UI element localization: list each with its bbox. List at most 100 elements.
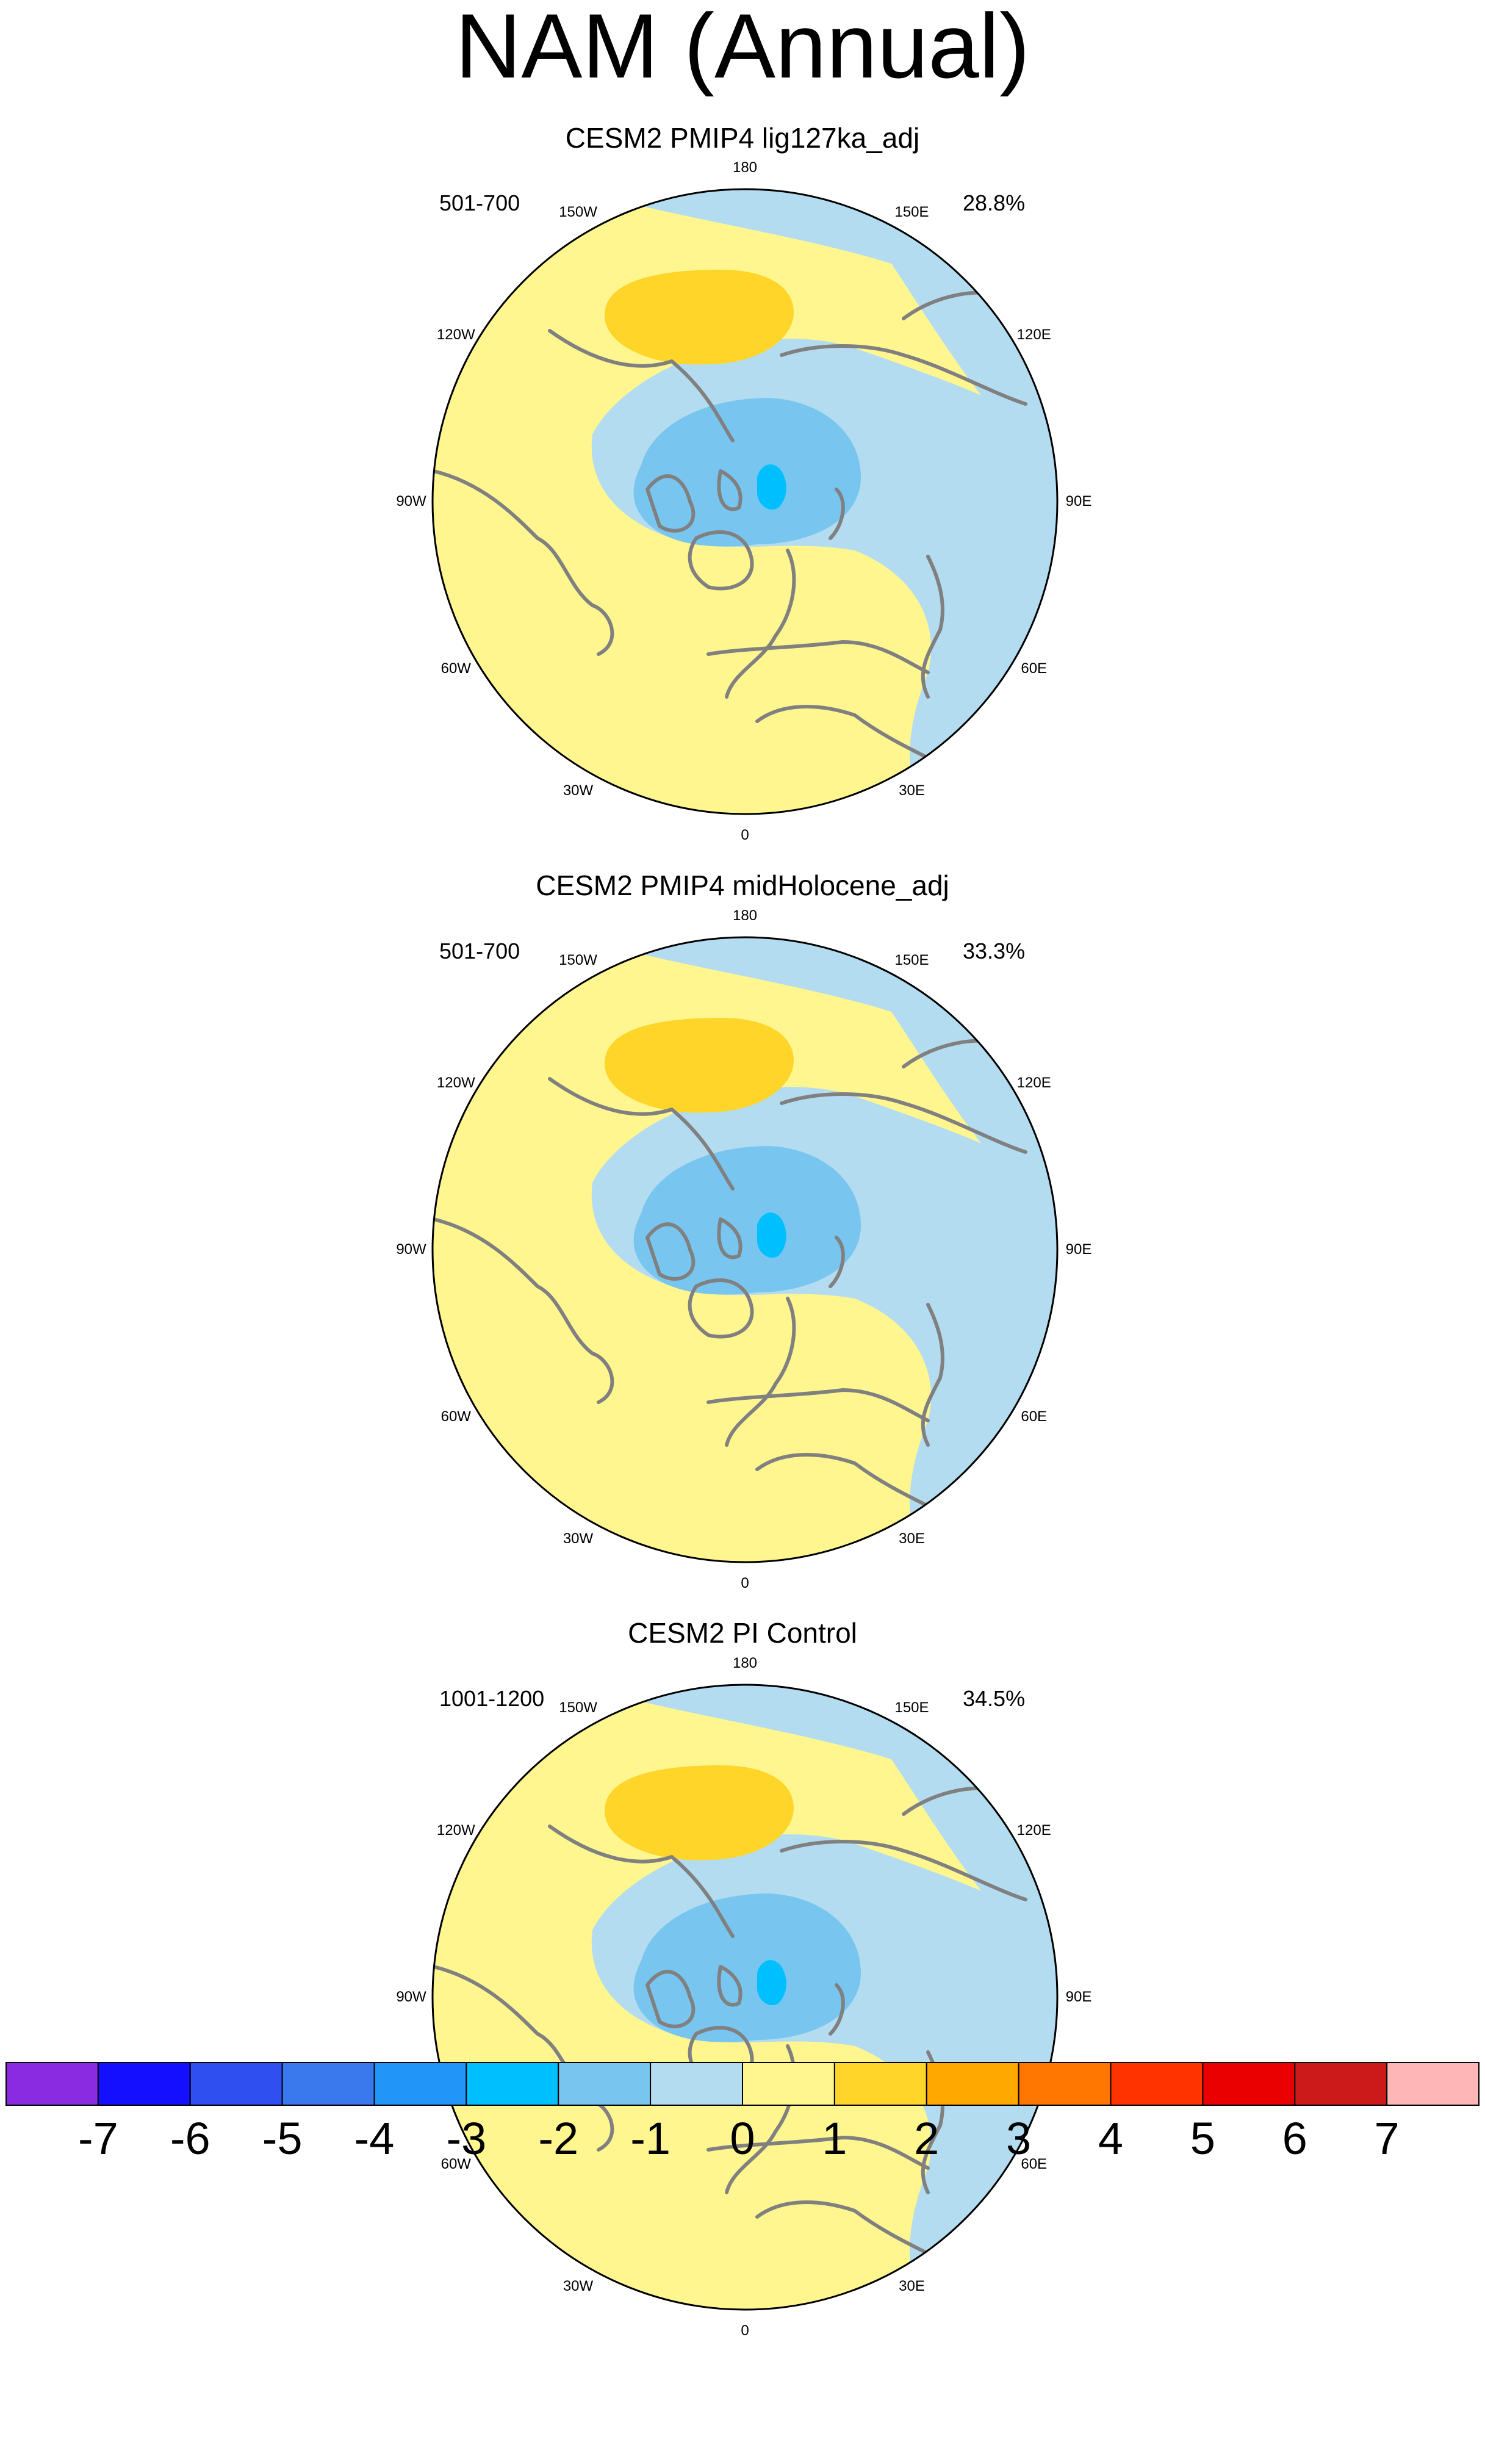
coastline bbox=[433, 1217, 614, 1404]
coastline bbox=[548, 1077, 735, 1191]
negative-anomaly-center bbox=[757, 1212, 786, 1258]
longitude-label: 30E bbox=[899, 1530, 925, 1547]
longitude-label: 180 bbox=[732, 159, 758, 176]
longitude-label: 30W bbox=[563, 2277, 594, 2294]
colorbar-tick-label: -5 bbox=[262, 2113, 303, 2164]
longitude-label: 0 bbox=[741, 1575, 749, 1591]
colorbar-tick-label: 4 bbox=[1098, 2113, 1124, 2164]
coastline bbox=[717, 1965, 743, 2007]
variance-label: 33.3% bbox=[963, 938, 1026, 964]
negative-anomaly-center bbox=[757, 1960, 786, 2006]
colorbar-tick-label: -2 bbox=[538, 2113, 579, 2164]
coastline bbox=[780, 344, 1027, 406]
longitude-label: 60W bbox=[440, 2155, 471, 2172]
longitude-label: 150E bbox=[894, 952, 929, 969]
longitude-label: 150W bbox=[559, 952, 597, 969]
colorbar-tick-label: 2 bbox=[914, 2113, 940, 2164]
years-label: 501-700 bbox=[439, 190, 520, 215]
coastline bbox=[725, 549, 796, 699]
colorbar-box bbox=[5, 2062, 99, 2106]
coastline bbox=[645, 1222, 696, 1281]
polar-map bbox=[431, 936, 1059, 1563]
longitude-label: 120E bbox=[1016, 1821, 1051, 1839]
years-label: 501-700 bbox=[439, 938, 520, 964]
longitude-label: 30W bbox=[563, 782, 594, 799]
colorbar-tick-label: -1 bbox=[630, 2113, 671, 2164]
coastline bbox=[688, 530, 754, 591]
longitude-label: 90E bbox=[1065, 493, 1092, 510]
longitude-label: 150W bbox=[559, 204, 597, 221]
map-border bbox=[431, 1684, 1059, 2311]
coastline bbox=[548, 1825, 735, 1938]
colorbar-box bbox=[558, 2062, 652, 2106]
colorbar-box bbox=[742, 2062, 835, 2106]
longitude-label: 90E bbox=[1065, 1241, 1092, 1258]
map-border bbox=[431, 188, 1059, 815]
longitude-label: 90W bbox=[396, 1241, 426, 1258]
colorbar-box bbox=[1110, 2062, 1204, 2106]
colorbar-tick-label: -3 bbox=[446, 2113, 487, 2164]
colorbar-tick-label: 5 bbox=[1190, 2113, 1215, 2164]
colorbar-box bbox=[1018, 2062, 1112, 2106]
colorbar-box bbox=[926, 2062, 1019, 2106]
panel-title: CESM2 PMIP4 lig127ka_adj bbox=[565, 122, 920, 154]
longitude-label: 60W bbox=[440, 660, 471, 677]
coastline bbox=[717, 1217, 743, 1259]
colorbar-tick-label: 1 bbox=[822, 2113, 847, 2164]
longitude-label: 120W bbox=[436, 1821, 475, 1839]
main-title: NAM (Annual) bbox=[455, 0, 1030, 97]
colorbar-box bbox=[373, 2062, 467, 2106]
map-border bbox=[431, 936, 1059, 1563]
colorbar: -7 -6 -5 -4 -3 -2 -1 0 1 2 3 4 5 6 7 bbox=[0, 2056, 1485, 2464]
colorbar-box bbox=[281, 2062, 375, 2106]
colorbar-box bbox=[466, 2062, 559, 2106]
coastline bbox=[717, 469, 743, 511]
longitude-label: 30E bbox=[899, 782, 925, 799]
coastline bbox=[433, 1965, 614, 2152]
longitude-label: 180 bbox=[732, 1655, 758, 1671]
longitude-label: 60E bbox=[1021, 660, 1048, 677]
coastline bbox=[755, 1453, 930, 1508]
positive-anomaly-region bbox=[605, 1765, 794, 1861]
polar-map bbox=[431, 188, 1059, 815]
coastline bbox=[780, 1840, 1027, 1901]
coastline bbox=[548, 329, 735, 442]
variance-label: 34.5% bbox=[963, 1686, 1026, 1711]
coastline bbox=[645, 1970, 696, 2028]
colorbar-tick-label: -6 bbox=[170, 2113, 210, 2164]
colorbar-box bbox=[1386, 2062, 1480, 2106]
colorbar-box bbox=[833, 2062, 927, 2106]
panel-title: CESM2 PMIP4 midHolocene_adj bbox=[536, 870, 949, 901]
longitude-label: 60E bbox=[1021, 2155, 1048, 2172]
coastline bbox=[707, 640, 930, 674]
colorbar-tick-label: 6 bbox=[1282, 2113, 1307, 2164]
coastline bbox=[755, 705, 930, 760]
longitude-label: 60W bbox=[440, 1408, 471, 1425]
longitude-label: 120W bbox=[436, 1074, 475, 1091]
colorbar-box bbox=[97, 2062, 191, 2106]
coastline bbox=[707, 2136, 930, 2170]
longitude-label: 90W bbox=[396, 1989, 426, 2005]
coastline bbox=[755, 2200, 930, 2255]
coastline bbox=[921, 555, 944, 699]
panel-title: CESM2 PI Control bbox=[628, 1617, 857, 1649]
negative-anomaly-core bbox=[633, 1893, 861, 2042]
longitude-label: 30W bbox=[563, 1530, 594, 1547]
longitude-label: 120W bbox=[436, 326, 475, 343]
coastline bbox=[829, 488, 845, 540]
negative-anomaly-core bbox=[633, 1146, 861, 1295]
negative-anomaly-center bbox=[757, 464, 786, 510]
colorbar-tick-label: 3 bbox=[1006, 2113, 1032, 2164]
coastline bbox=[829, 1236, 845, 1288]
colorbar-box bbox=[1294, 2062, 1388, 2106]
longitude-label: 0 bbox=[741, 827, 749, 843]
longitude-label: 30E bbox=[899, 2277, 925, 2294]
colorbar-boxes bbox=[5, 2062, 1480, 2106]
coastline bbox=[921, 1303, 944, 1447]
colorbar-box bbox=[189, 2062, 283, 2106]
longitude-label: 150E bbox=[894, 204, 929, 221]
coastline bbox=[433, 469, 614, 656]
longitude-label: 120E bbox=[1016, 326, 1051, 343]
coastline bbox=[688, 1278, 754, 1339]
longitude-label: 150E bbox=[894, 1699, 929, 1717]
